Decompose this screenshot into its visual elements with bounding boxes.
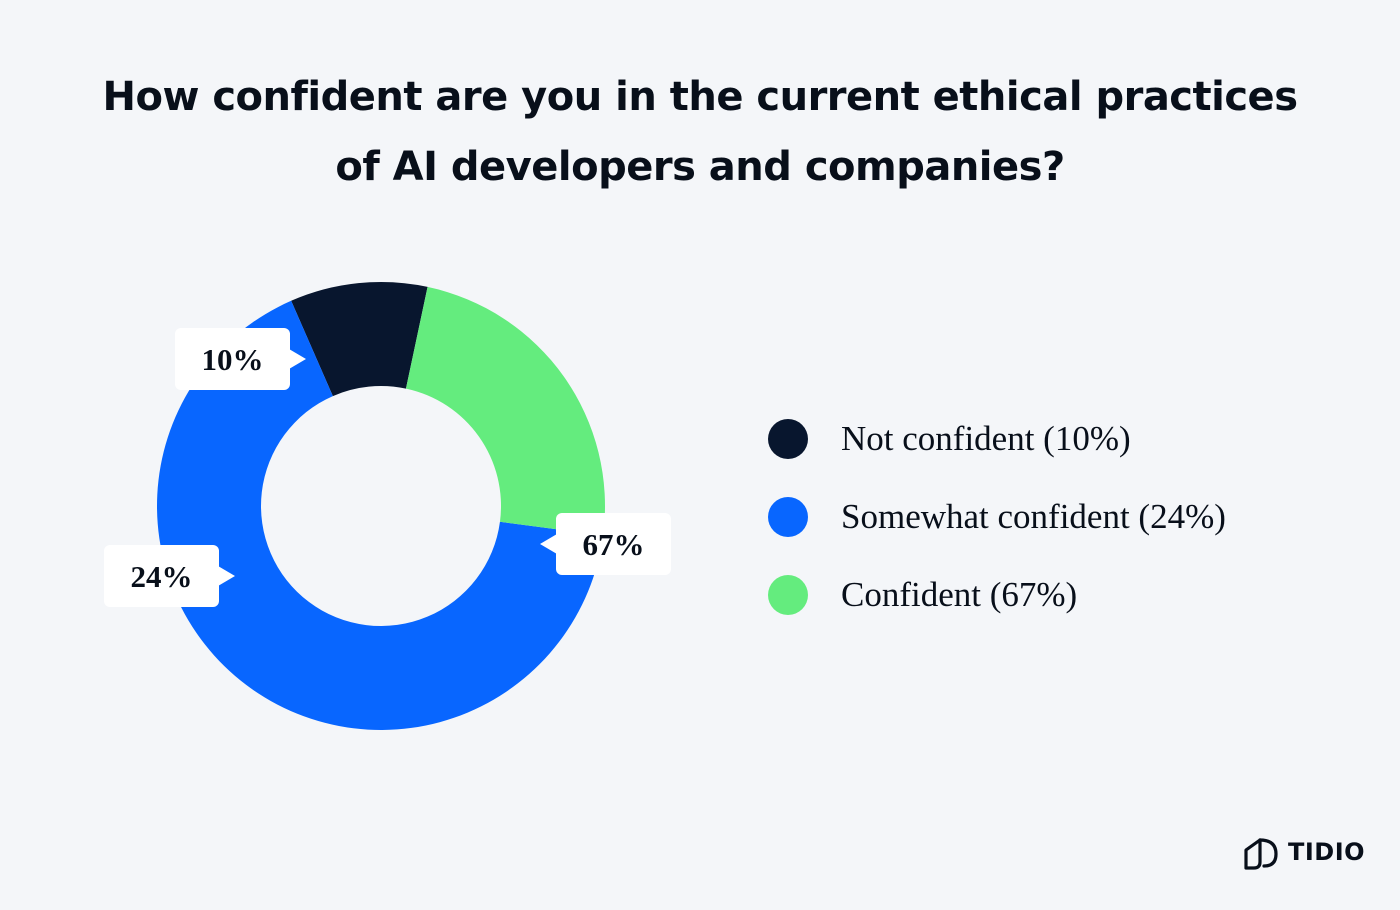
brand-logo: TIDIO xyxy=(1242,832,1365,872)
data-label-box xyxy=(104,545,219,607)
data-label-10pct: 10% xyxy=(175,328,306,390)
data-label-pointer xyxy=(289,349,306,369)
donut-slice-10pct xyxy=(291,282,428,397)
legend-item-somewhat-confident: Somewhat confident (24%) xyxy=(768,478,1226,556)
brand-name: TIDIO xyxy=(1288,838,1366,866)
chart-legend: Not confident (10%) Somewhat confident (… xyxy=(768,400,1226,634)
data-label-text: 10% xyxy=(202,342,264,377)
legend-swatch xyxy=(768,497,808,537)
legend-swatch xyxy=(768,419,808,459)
legend-item-confident: Confident (67%) xyxy=(768,556,1226,634)
legend-label: Somewhat confident (24%) xyxy=(841,497,1226,536)
data-label-box xyxy=(556,513,671,575)
data-label-67pct: 67% xyxy=(540,513,671,575)
chart-title-line-2: of AI developers and companies? xyxy=(335,144,1065,190)
slices-layer xyxy=(157,282,605,730)
data-label-pointer xyxy=(218,566,235,586)
data-label-text: 24% xyxy=(131,559,193,594)
data-label-text: 67% xyxy=(583,527,645,562)
legend-label: Not confident (10%) xyxy=(841,419,1131,458)
donut-slice-24pct xyxy=(405,286,605,536)
data-label-24pct: 24% xyxy=(104,545,235,607)
legend-item-not-confident: Not confident (10%) xyxy=(768,400,1226,478)
donut-slice-67pct xyxy=(157,300,604,730)
data-label-pointer xyxy=(540,534,557,554)
data-labels-layer: 10% 67% 24% xyxy=(104,328,671,607)
legend-swatch xyxy=(768,575,808,615)
chart-title: How confident are you in the current eth… xyxy=(0,62,1400,202)
legend-label: Confident (67%) xyxy=(841,575,1078,614)
chart-title-line-1: How confident are you in the current eth… xyxy=(102,74,1298,120)
tidio-logo-icon xyxy=(1244,838,1278,870)
data-label-box xyxy=(175,328,290,390)
